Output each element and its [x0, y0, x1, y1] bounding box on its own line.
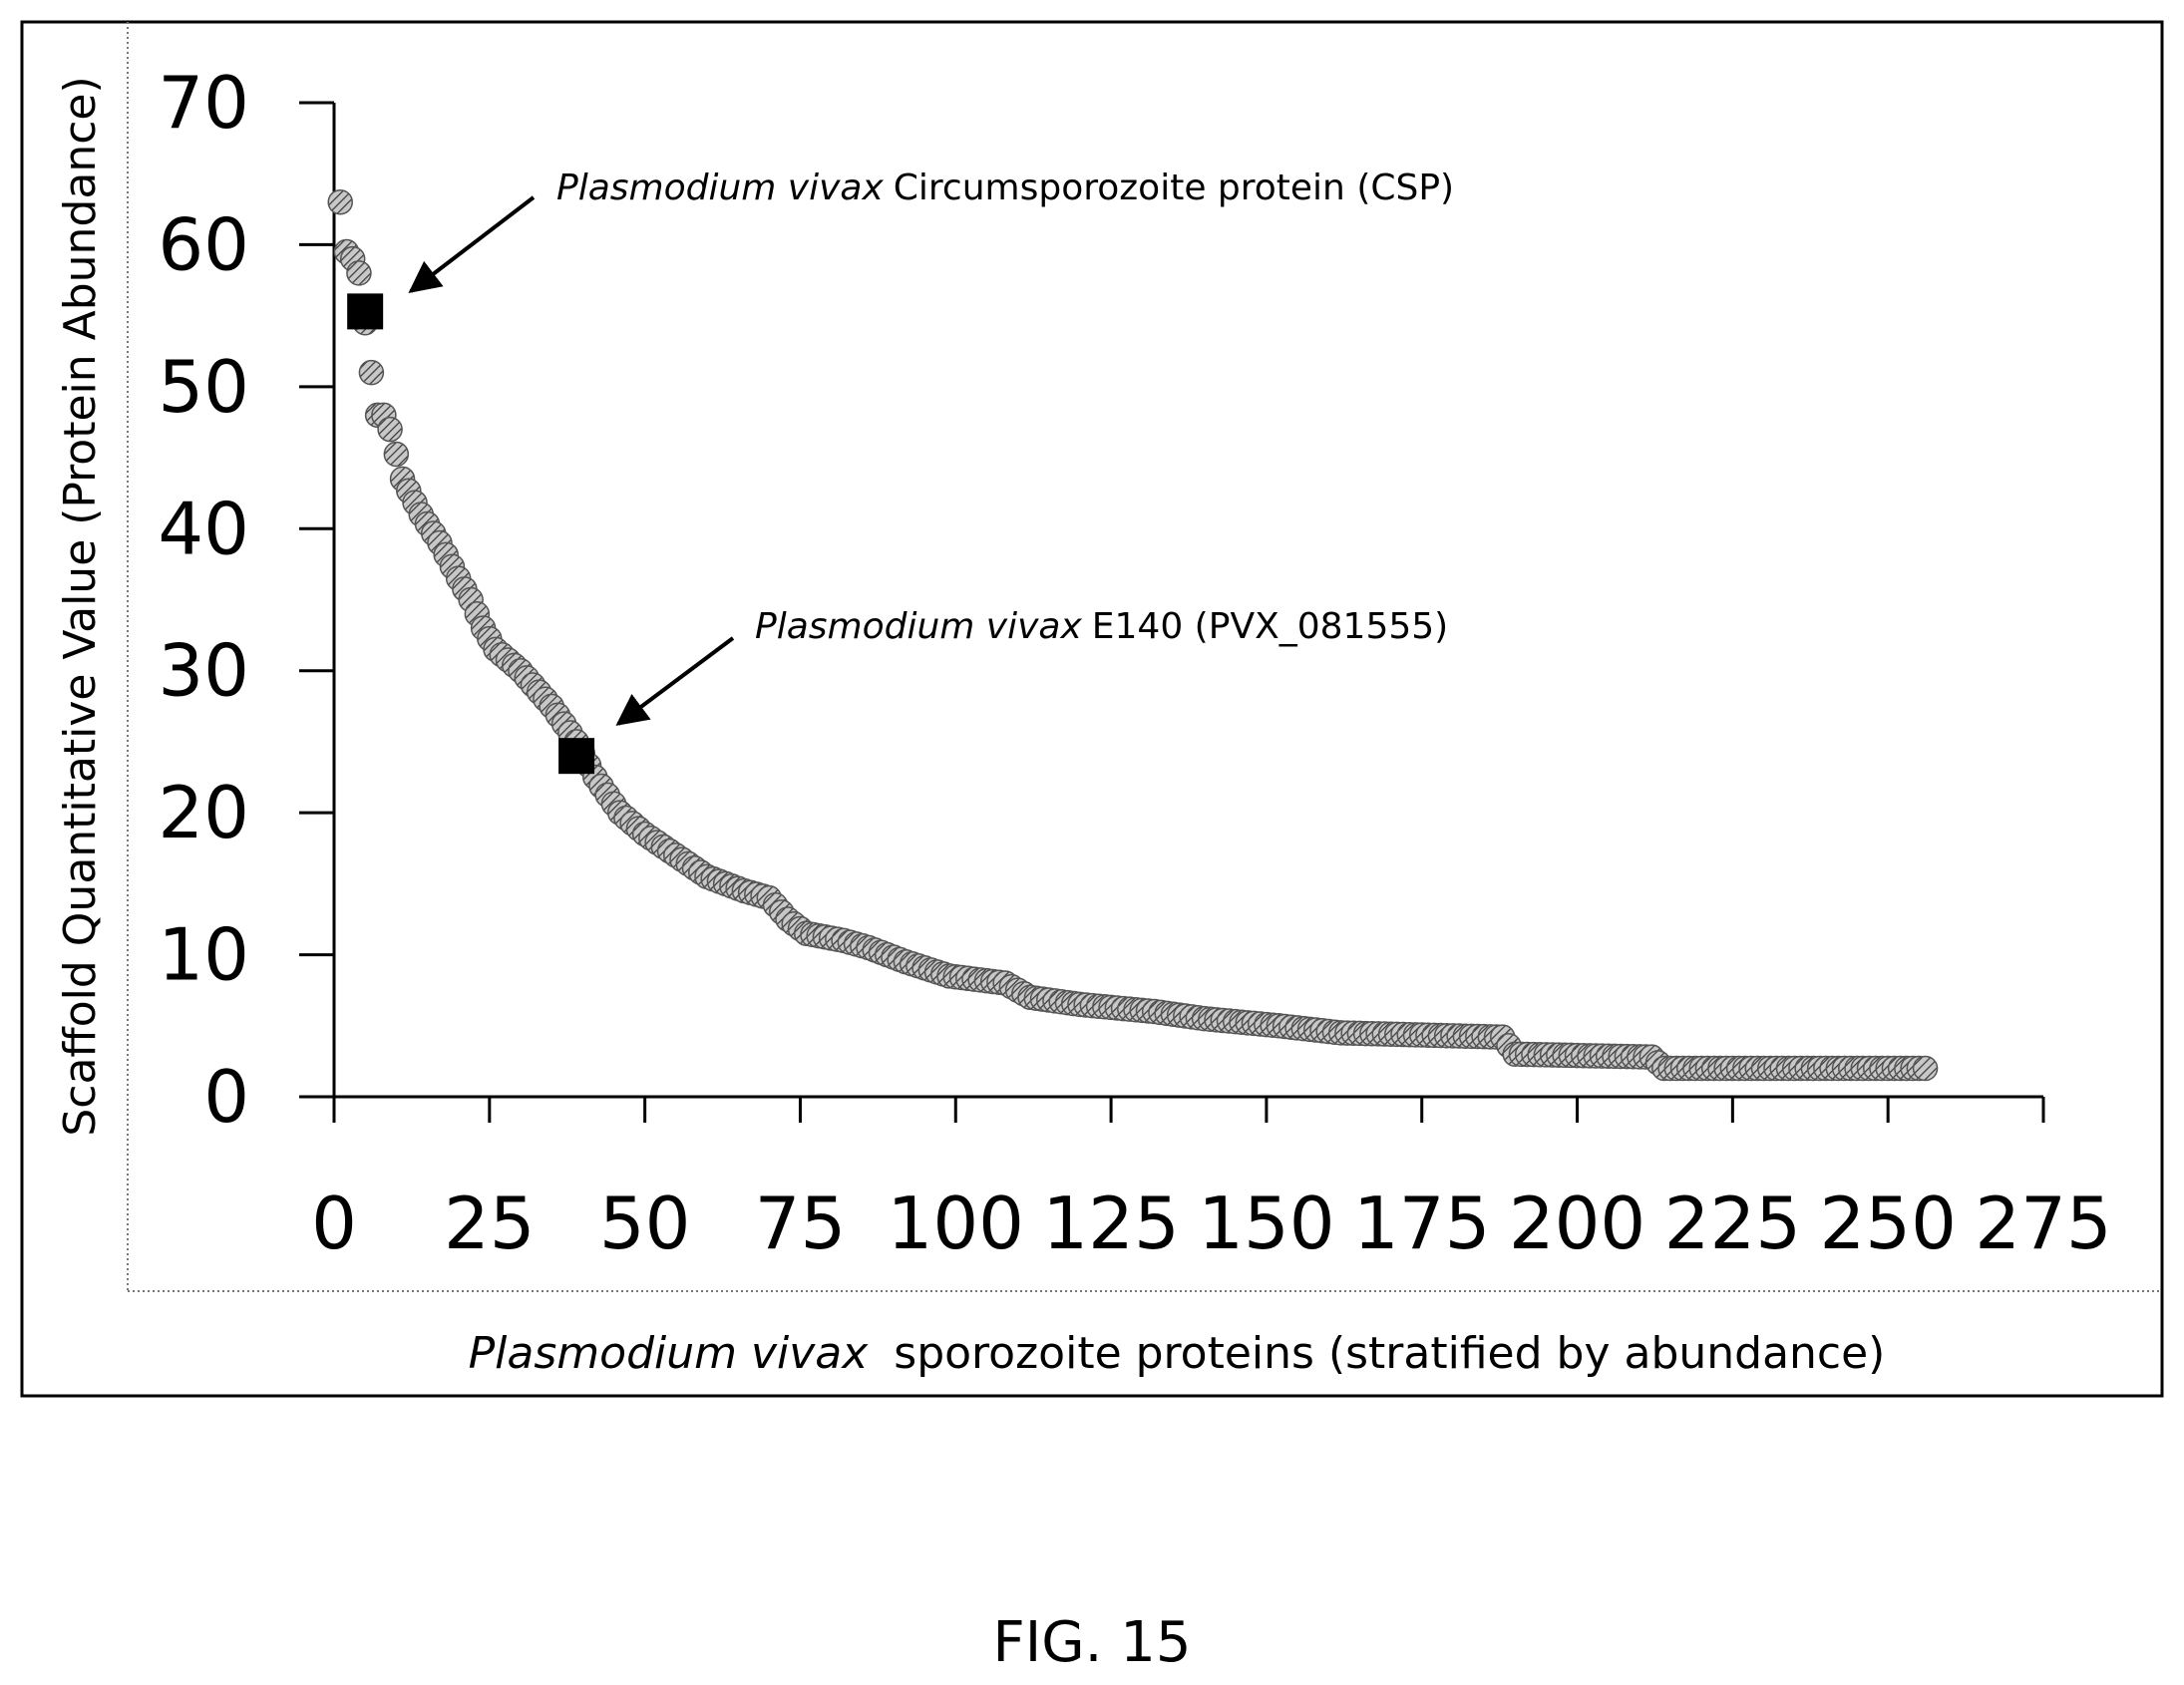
data-point [346, 260, 372, 286]
y-tick-label: 30 [158, 629, 249, 713]
annotation-text: E140 (PVX_081555) [1092, 606, 1448, 647]
x-tick-label: 125 [1042, 1181, 1179, 1265]
y-tick-label: 40 [158, 487, 249, 570]
data-point [327, 188, 353, 215]
x-tick-label: 275 [1975, 1181, 2111, 1265]
x-tick-label: 25 [444, 1181, 536, 1265]
x-tick-label: 250 [1819, 1181, 1956, 1265]
x-tick-label: 100 [888, 1181, 1024, 1265]
x-tick-label: 75 [755, 1181, 847, 1265]
highlighted-points [347, 293, 595, 775]
annotation-label: Plasmodium vivax E140 (PVX_081555) [755, 606, 1448, 647]
y-tick-label: 50 [158, 345, 249, 429]
y-tick-label: 60 [158, 202, 249, 286]
annotation-arrow [615, 636, 735, 726]
data-point [377, 416, 403, 443]
annotation-italic: Plasmodium vivax [556, 168, 884, 208]
chart-frame [20, 20, 2164, 1398]
x-tick-label: 175 [1353, 1181, 1490, 1265]
x-axis-label: Plasmodium vivax sporozoite proteins (st… [469, 1328, 1886, 1379]
data-point [358, 359, 385, 386]
y-tick-label: 20 [158, 771, 249, 854]
y-axis-label: Scaffold Quantitative Value (Protein Abu… [55, 76, 106, 1136]
x-tick-label: 225 [1664, 1181, 1801, 1265]
highlighted-point [558, 738, 595, 775]
annotation-italic: Plasmodium vivax [755, 606, 1082, 647]
x-ticks: 0 25 50 75 100 125 150 175 200 225 250 275 [311, 1097, 2112, 1265]
data-point [1912, 1055, 1939, 1082]
data-point [383, 441, 410, 468]
x-axis-label-rest: sporozoite proteins (stratified by abund… [894, 1328, 1885, 1379]
y-tick-label: 10 [158, 913, 249, 997]
x-tick-label: 50 [599, 1181, 691, 1265]
x-axis-label-italic: Plasmodium vivax [469, 1328, 870, 1379]
annotation-text: Circumsporozoite protein (CSP) [894, 168, 1454, 208]
highlighted-point [347, 293, 384, 330]
y-tick-label: 0 [203, 1055, 249, 1139]
annotation-label: Plasmodium vivax Circumsporozoite protein… [556, 168, 1454, 208]
y-tick-label: 70 [158, 61, 249, 145]
annotation-arrow [408, 195, 536, 293]
x-tick-label: 150 [1198, 1181, 1334, 1265]
annotations: Plasmodium vivax Circumsporozoite protein… [408, 168, 1454, 726]
x-tick-label: 0 [311, 1181, 357, 1265]
x-tick-label: 200 [1509, 1181, 1645, 1265]
figure-label: FIG. 15 [992, 1610, 1192, 1675]
y-ticks: 0 10 20 30 40 50 60 70 [158, 61, 334, 1139]
